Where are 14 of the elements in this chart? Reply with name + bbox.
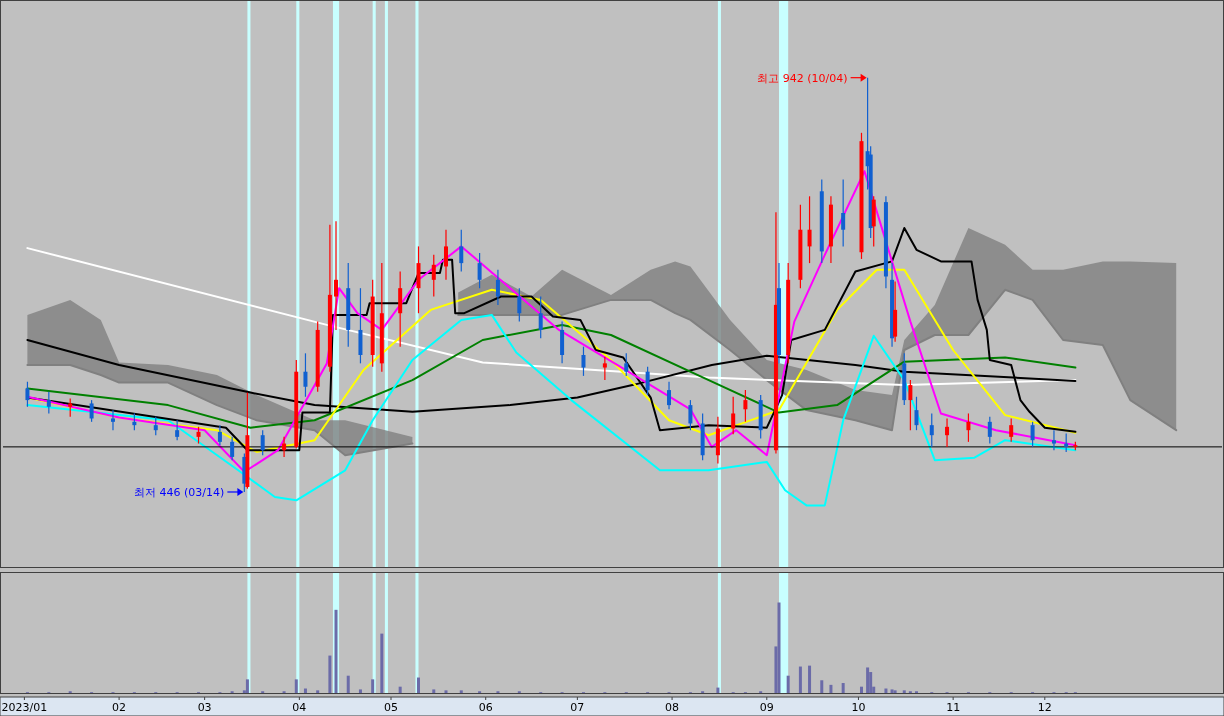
x-tick-label: 12 [1037,701,1052,714]
x-tick-label: 06 [478,701,493,714]
x-tick-label: 05 [384,701,398,714]
x-tick-label: 10 [851,701,866,714]
x-tick-label: 04 [292,701,307,714]
x-tick-label: 07 [570,701,585,714]
x-tick-label: 03 [197,701,212,714]
annotation: 최저 446 (03/14) [134,485,225,499]
annotation: 최고 942 (10/04) [757,71,848,85]
x-tick-label: 09 [759,701,774,714]
x-tick-label: 2023/01 [1,701,48,714]
x-tick-label: 02 [112,701,127,714]
x-tick-label: 11 [946,701,961,714]
x-tick-label: 08 [665,701,680,714]
